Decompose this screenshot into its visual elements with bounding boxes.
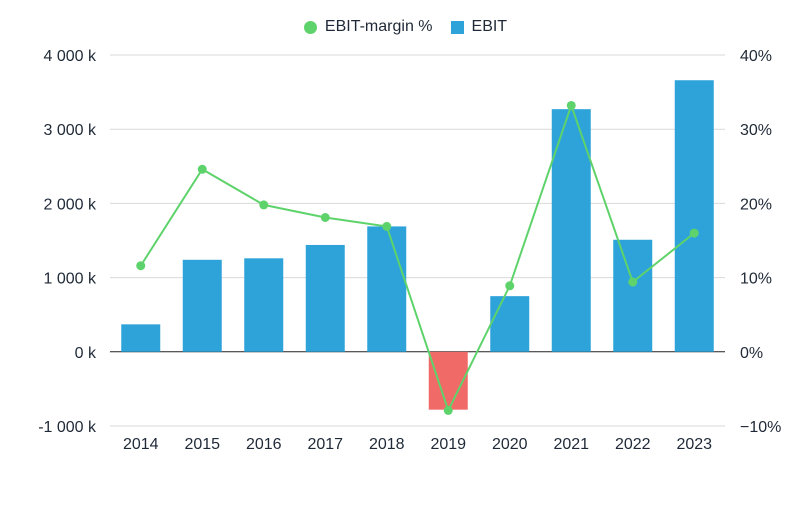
ebit-bar <box>121 324 161 352</box>
left-tick-label: 3 000 k <box>44 122 97 139</box>
ebit-bar <box>490 296 530 352</box>
ebit-margin-point <box>136 261 146 271</box>
right-tick-label: 20% <box>740 196 772 213</box>
left-tick-label: 2 000 k <box>44 196 97 213</box>
ebit-margin-point <box>628 277 638 287</box>
legend-swatch-bar-icon <box>450 20 464 34</box>
x-tick-label: 2015 <box>184 436 220 453</box>
legend-label-ebit-margin: EBIT-margin % <box>324 18 433 35</box>
left-tick-label: -1 000 k <box>38 419 97 436</box>
ebit-bar <box>674 80 714 352</box>
right-tick-label: 30% <box>740 122 772 139</box>
left-tick-label: 1 000 k <box>44 271 97 288</box>
right-tick-label: 0% <box>740 345 763 362</box>
x-tick-label: 2014 <box>123 436 159 453</box>
x-tick-label: 2019 <box>430 436 466 453</box>
ebit-margin-point <box>197 164 207 174</box>
ebit-margin-point <box>566 100 576 110</box>
legend-swatch-line-icon <box>303 20 317 34</box>
ebit-margin-point <box>505 281 515 291</box>
ebit-margin-point <box>689 228 699 238</box>
x-tick-label: 2021 <box>553 436 589 453</box>
x-tick-label: 2020 <box>492 436 528 453</box>
left-tick-label: 0 k <box>75 345 97 362</box>
legend-item-ebit[interactable]: EBIT <box>450 18 508 36</box>
x-tick-label: 2018 <box>369 436 405 453</box>
x-tick-label: 2016 <box>246 436 282 453</box>
right-tick-label: −10% <box>740 419 781 436</box>
ebit-margin-point <box>320 212 330 222</box>
x-tick-label: 2022 <box>615 436 651 453</box>
left-tick-label: 4 000 k <box>44 48 97 65</box>
ebit-margin-point <box>259 200 269 210</box>
ebit-bar <box>182 259 222 352</box>
x-tick-label: 2023 <box>676 436 712 453</box>
right-tick-label: 10% <box>740 271 772 288</box>
legend-item-ebit-margin[interactable]: EBIT-margin % <box>303 18 433 36</box>
ebit-bar <box>244 258 284 352</box>
ebit-margin-point <box>443 405 453 415</box>
ebit-bar <box>428 351 468 410</box>
ebit-margin-point <box>382 221 392 231</box>
ebit-bar <box>367 226 407 352</box>
ebit-margin-line <box>139 102 695 414</box>
x-tick-label: 2017 <box>307 436 343 453</box>
chart-legend: EBIT-margin % EBIT <box>0 18 811 36</box>
ebit-bar <box>551 109 591 352</box>
right-tick-label: 40% <box>740 48 772 65</box>
ebit-bar <box>613 239 653 352</box>
ebit-bar <box>305 244 345 352</box>
legend-label-ebit: EBIT <box>471 18 508 35</box>
